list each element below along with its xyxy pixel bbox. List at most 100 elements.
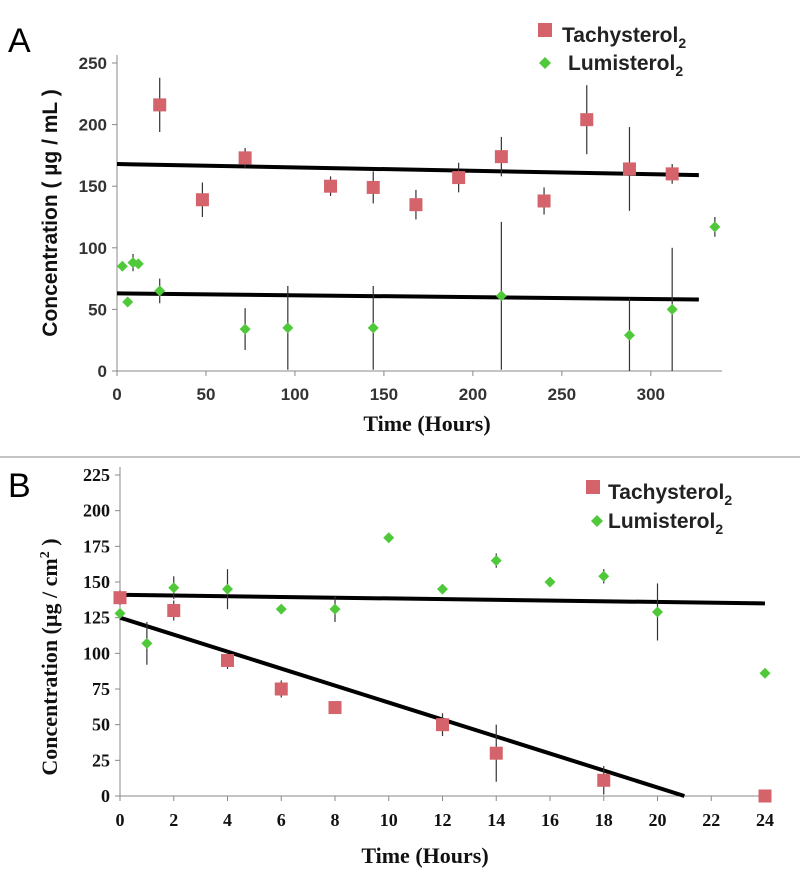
panel-a-x-tick-label: 200: [459, 385, 487, 404]
panel-b-y-tick-label: 100: [83, 643, 110, 663]
panel-a-y-tick-label: 0: [98, 362, 107, 381]
trend-line-tachysterol: [116, 162, 699, 178]
lumisterol-point: [367, 322, 379, 334]
lumisterol-point: [275, 603, 287, 615]
tachysterol-point: [221, 653, 234, 667]
panel-b-y-tick-label: 225: [83, 465, 110, 485]
panel-a-legend: Tachysterol2 Lumisterol2: [538, 23, 686, 79]
lumisterol-point: [132, 258, 144, 270]
legend-lumisterol-label: Lumisterol2: [608, 510, 723, 537]
lumisterol-point: [168, 582, 180, 594]
panel-b: B Concentration (µg / cm2 ) Time (Hours)…: [8, 465, 774, 868]
panel-a-x-tick-label: 50: [197, 385, 216, 404]
panel-a-y-tick-label: 150: [79, 177, 107, 196]
panel-a-x-tick-label: 100: [281, 385, 309, 404]
panel-a-letter: A: [8, 22, 31, 60]
panel-b-y-tick-label: 200: [83, 501, 110, 521]
tachysterol-point: [366, 180, 380, 194]
panel-b-x-tick-label: 8: [331, 810, 340, 830]
tachysterol-point: [409, 198, 423, 212]
tachysterol-point: [238, 151, 252, 165]
lumisterol-point: [222, 583, 233, 595]
panel-a: A Concentration ( µg / mL ) Time (Hours)…: [8, 22, 722, 436]
panel-b-y-tick-label: 25: [92, 750, 110, 770]
panel-b-y-tick-label: 175: [83, 536, 110, 556]
panel-a-y-axis-title: Concentration ( µg / mL ): [39, 89, 62, 336]
legend-tachysterol-label: Tachysterol2: [562, 24, 686, 51]
panel-b-y-tick-label: 50: [92, 715, 110, 735]
lumisterol-point: [154, 285, 166, 297]
panel-a-x-tick-label: 300: [637, 385, 665, 404]
panel-b-y-tick-label: 0: [101, 786, 110, 806]
panel-b-x-tick-label: 18: [595, 810, 613, 830]
panel-a-y-tick-label: 250: [79, 54, 107, 73]
tachysterol-point: [167, 604, 181, 618]
panel-b-y-tick-label: 150: [83, 572, 110, 592]
trend-line-tachysterol: [119, 615, 685, 798]
panel-a-x-tick-label: 0: [112, 385, 121, 404]
panel-b-x-tick-label: 16: [541, 810, 559, 830]
panel-a-x-tick-label: 150: [370, 385, 398, 404]
tachysterol-point: [489, 746, 503, 760]
panel-b-x-tick-label: 2: [169, 810, 178, 830]
panel-b-x-tick-label: 20: [649, 810, 667, 830]
tachysterol-point: [195, 193, 209, 207]
lumisterol-point: [759, 667, 771, 679]
legend-lumisterol-label: Lumisterol2: [568, 52, 683, 79]
legend-tachysterol-marker: [538, 23, 552, 37]
lumisterol-point: [329, 603, 341, 615]
panel-b-y-tick-label: 125: [83, 608, 110, 628]
tachysterol-point: [113, 591, 127, 605]
lumisterol-point: [652, 606, 663, 618]
panel-a-x-axis-title: Time (Hours): [363, 411, 490, 436]
panel-b-x-tick-label: 6: [277, 810, 286, 830]
trend-line-lumisterol: [116, 291, 699, 302]
lumisterol-point: [282, 322, 294, 334]
lumisterol-point: [116, 260, 128, 272]
lumisterol-point: [598, 570, 610, 582]
tachysterol-point: [758, 789, 772, 803]
lumisterol-point: [544, 576, 556, 588]
lumisterol-point: [141, 637, 153, 649]
legend-lumisterol-marker: [539, 57, 551, 69]
panel-b-legend: Tachysterol2 Lumisterol2: [586, 480, 732, 537]
panel-a-x-tick-label: 250: [548, 385, 576, 404]
panel-a-y-tick-label: 50: [88, 300, 107, 319]
tachysterol-point: [274, 682, 288, 696]
lumisterol-point: [114, 607, 126, 619]
lumisterol-point: [239, 323, 251, 335]
tachysterol-point: [665, 167, 679, 181]
lumisterol-point: [383, 532, 395, 544]
tachysterol-point: [580, 113, 594, 127]
panel-b-x-tick-label: 10: [380, 810, 398, 830]
tachysterol-point: [436, 718, 449, 732]
legend-tachysterol-marker: [586, 480, 600, 494]
lumisterol-point: [709, 221, 721, 233]
panel-a-y-tick-label: 100: [79, 239, 107, 258]
panel-b-x-tick-label: 0: [116, 810, 125, 830]
lumisterol-point: [122, 296, 134, 308]
tachysterol-point: [452, 171, 466, 185]
panel-b-y-tick-label: 75: [92, 679, 110, 699]
panel-b-x-tick-label: 22: [702, 810, 720, 830]
legend-tachysterol-label: Tachysterol2: [608, 481, 732, 508]
panel-b-x-tick-label: 4: [223, 810, 232, 830]
legend-lumisterol-marker: [591, 515, 603, 527]
panel-a-y-tick-label: 200: [79, 116, 107, 135]
lumisterol-point: [623, 329, 635, 341]
lumisterol-point: [666, 303, 678, 315]
tachysterol-point: [324, 179, 338, 193]
panel-b-x-tick-label: 14: [487, 810, 505, 830]
tachysterol-point: [494, 150, 508, 164]
lumisterol-point: [495, 290, 507, 302]
tachysterol-point: [537, 194, 551, 208]
panel-b-letter: B: [8, 467, 31, 505]
panel-b-x-axis-title: Time (Hours): [361, 843, 488, 868]
trend-line-lumisterol: [119, 592, 766, 606]
tachysterol-point: [622, 162, 636, 176]
tachysterol-point: [153, 98, 167, 112]
lumisterol-point: [437, 583, 448, 595]
panel-b-x-tick-label: 12: [434, 810, 452, 830]
panel-b-x-tick-label: 24: [756, 810, 774, 830]
